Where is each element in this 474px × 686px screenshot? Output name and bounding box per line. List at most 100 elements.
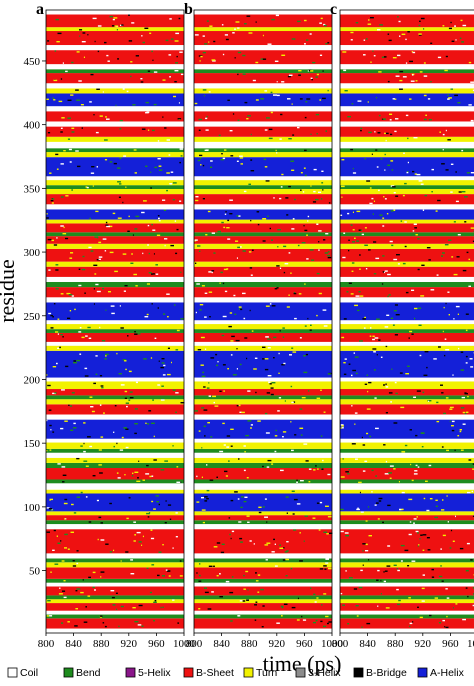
fluctuation-mark — [436, 420, 440, 423]
fluctuation-mark — [146, 464, 149, 467]
fluctuation-mark — [323, 531, 328, 533]
fluctuation-mark — [350, 148, 353, 151]
fluctuation-mark — [389, 113, 393, 115]
fluctuation-mark — [407, 565, 410, 567]
fluctuation-mark — [266, 521, 268, 523]
fluctuation-mark — [258, 506, 262, 508]
fluctuation-mark — [354, 356, 359, 358]
fluctuation-mark — [441, 163, 445, 165]
segment-b-sheet-338-345 — [46, 194, 184, 205]
fluctuation-mark — [418, 34, 422, 36]
y-tick-label-200: 200 — [24, 374, 41, 386]
fluctuation-mark — [426, 247, 431, 249]
fluctuation-mark — [364, 383, 368, 385]
fluctuation-mark — [321, 97, 326, 100]
fluctuation-mark — [353, 588, 358, 590]
fluctuation-mark — [411, 333, 414, 335]
fluctuation-mark — [355, 295, 360, 297]
fluctuation-mark — [383, 384, 386, 386]
fluctuation-mark — [274, 435, 278, 437]
segment-coil-261-264 — [340, 297, 474, 303]
fluctuation-mark — [93, 264, 98, 266]
fluctuation-mark — [74, 308, 76, 311]
fluctuation-mark — [212, 395, 216, 398]
fluctuation-mark — [297, 20, 301, 23]
segment-turn-181-184 — [340, 399, 474, 405]
fluctuation-mark — [250, 170, 255, 172]
fluctuation-mark — [319, 22, 322, 24]
fluctuation-mark — [266, 392, 271, 394]
fluctuation-mark — [178, 17, 181, 20]
fluctuation-mark — [123, 155, 127, 157]
fluctuation-mark — [399, 35, 401, 37]
fluctuation-mark — [312, 517, 316, 519]
fluctuation-mark — [391, 368, 393, 370]
fluctuation-mark — [343, 69, 347, 72]
fluctuation-mark — [242, 54, 246, 57]
fluctuation-mark — [262, 506, 265, 508]
fluctuation-mark — [298, 74, 301, 76]
x-tick-label-c-920: 920 — [415, 638, 432, 650]
fluctuation-mark — [52, 366, 57, 368]
fluctuation-mark — [54, 392, 57, 394]
fluctuation-mark — [224, 470, 228, 473]
fluctuation-mark — [280, 605, 284, 608]
fluctuation-mark — [239, 537, 243, 540]
fluctuation-mark — [465, 570, 469, 572]
segment-b-sheet-265-272 — [194, 287, 332, 298]
fluctuation-mark — [135, 55, 139, 57]
segment-turn-223-226 — [340, 345, 474, 351]
segment-b-sheet-316-322 — [46, 223, 184, 233]
segment-coil-1-4 — [46, 628, 184, 634]
segment-bend-41-43 — [194, 578, 332, 583]
fluctuation-mark — [472, 89, 474, 92]
fluctuation-mark — [450, 529, 453, 532]
fluctuation-mark — [303, 540, 305, 542]
fluctuation-mark — [196, 283, 200, 285]
fluctuation-mark — [226, 435, 231, 437]
fluctuation-mark — [260, 58, 264, 60]
fluctuation-mark — [410, 463, 412, 466]
fluctuation-mark — [315, 113, 320, 116]
fluctuation-mark — [228, 517, 231, 519]
fluctuation-mark — [458, 191, 462, 193]
fluctuation-mark — [273, 94, 277, 96]
fluctuation-mark — [326, 254, 331, 257]
fluctuation-mark — [228, 325, 232, 328]
segment-b-sheet-19-24 — [194, 603, 332, 611]
fluctuation-mark — [160, 606, 162, 609]
fluctuation-mark — [57, 463, 61, 465]
fluctuation-mark — [219, 573, 221, 575]
fluctuation-mark — [310, 587, 312, 589]
segment-turn-474-476 — [340, 27, 474, 32]
fluctuation-mark — [290, 567, 293, 570]
fluctuation-mark — [369, 202, 373, 205]
fluctuation-mark — [327, 251, 330, 253]
fluctuation-mark — [196, 572, 198, 574]
legend-swatch-b-bridge — [353, 667, 364, 678]
fluctuation-mark — [88, 246, 92, 249]
segment-coil-334-337 — [46, 204, 184, 210]
segment-b-sheet-188-192 — [46, 389, 184, 396]
fluctuation-mark — [84, 367, 88, 370]
fluctuation-mark — [80, 445, 83, 447]
fluctuation-mark — [390, 185, 395, 187]
fluctuation-mark — [207, 422, 210, 424]
fluctuation-mark — [388, 472, 392, 474]
fluctuation-mark — [421, 446, 424, 448]
fluctuation-mark — [316, 73, 319, 76]
segment-coil-444-447 — [340, 64, 474, 70]
fluctuation-mark — [121, 436, 124, 439]
fluctuation-mark — [241, 411, 245, 414]
fluctuation-mark — [371, 197, 374, 200]
fluctuation-mark — [164, 244, 166, 247]
fluctuation-mark — [48, 269, 51, 271]
fluctuation-mark — [286, 541, 289, 543]
segment-turn-135-138 — [46, 457, 184, 463]
fluctuation-mark — [422, 534, 427, 536]
fluctuation-mark — [292, 218, 295, 220]
fluctuation-mark — [381, 56, 385, 58]
segment-b-sheet-188-192 — [340, 389, 474, 396]
fluctuation-mark — [67, 117, 71, 119]
fluctuation-mark — [286, 214, 289, 216]
